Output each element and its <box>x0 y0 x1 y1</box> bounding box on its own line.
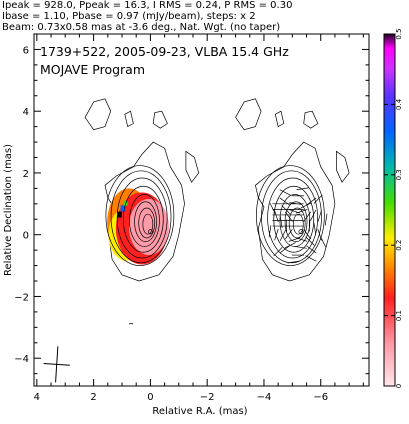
x-tick-label: 0 <box>147 392 153 403</box>
x-tick-label: 4 <box>34 392 40 403</box>
x-tick-label: −4 <box>257 392 272 403</box>
intensity-contour <box>129 194 160 247</box>
evpa-stick <box>313 222 317 235</box>
jet-component-contour <box>235 98 262 131</box>
x-axis-ticks: 4 2 0 −2 −4 −6 <box>34 34 364 403</box>
colorbar-tick-label: 0.2 <box>395 240 403 251</box>
evpa-stick <box>296 187 309 191</box>
intensity-contour <box>138 207 156 239</box>
intensity-contour <box>116 177 168 259</box>
y-tick-label: 2 <box>23 169 29 180</box>
outer-contour <box>255 141 336 282</box>
core-peak-contour <box>298 229 304 234</box>
colorbar-tick-label: 0.5 <box>395 28 403 39</box>
colorbar: 0 0.1 0.2 0.3 0.4 0.5 <box>383 28 403 388</box>
evpa-stick <box>305 236 315 246</box>
jet-component-contour <box>185 150 200 183</box>
evpa-stick <box>288 237 301 242</box>
core-peak-contour <box>148 229 153 234</box>
header-peak-rms-line: Ipeak = 928.0, Ppeak = 16.3, I RMS = 0.2… <box>2 0 293 11</box>
restoring-beam <box>43 346 70 383</box>
header-base-steps-line: Ibase = 1.10, Pbase = 0.97 (mJy/beam), s… <box>2 11 256 22</box>
jet-component-contour <box>303 110 319 129</box>
header-beam-line: Beam: 0.73x0.58 mas at -3.6 deg., Nat. W… <box>2 22 281 33</box>
total-intensity-panel <box>43 98 200 383</box>
jet-component-contour <box>124 110 134 128</box>
evpa-stick <box>303 211 312 222</box>
evpa-stick <box>317 228 322 241</box>
colorbar-tick-label: 0.3 <box>395 169 403 180</box>
intensity-contour <box>292 213 304 235</box>
evpa-stick <box>279 189 291 196</box>
intensity-contour <box>110 170 172 264</box>
y-tick-label: −4 <box>14 354 29 365</box>
evpa-stick <box>273 247 283 257</box>
evpa-stick <box>274 210 279 223</box>
polarization-color-blue <box>120 205 126 212</box>
x-tick-label: 2 <box>90 392 96 403</box>
evpa-stick <box>317 210 322 223</box>
x-tick-label: −6 <box>313 392 328 403</box>
y-axis-label: Relative Declination (mas) <box>3 144 14 276</box>
polarization-panel <box>235 98 350 282</box>
y-tick-label: 0 <box>23 231 29 242</box>
map-layer <box>43 98 350 383</box>
evpa-stick <box>279 230 286 242</box>
intensity-contour <box>273 185 315 253</box>
intensity-contour <box>284 201 308 243</box>
evpa-stick <box>274 228 279 241</box>
x-tick-label: −2 <box>200 392 215 403</box>
colorbar-tick-label: 0 <box>395 384 403 388</box>
beam-minor-axis <box>43 363 70 366</box>
evpa-stick <box>306 197 317 206</box>
stray-contour <box>128 322 134 325</box>
evpa-stick <box>285 229 293 240</box>
jet-component-contour <box>274 110 285 128</box>
evpa-stick <box>310 209 317 221</box>
colorbar-ticks: 0 0.1 0.2 0.3 0.4 0.5 <box>384 28 403 388</box>
evpa-stick <box>306 245 317 254</box>
polarization-color-dark <box>117 211 122 218</box>
y-tick-label: 4 <box>23 107 29 118</box>
evpa-stick <box>305 255 317 262</box>
intensity-contour <box>267 177 318 259</box>
evpa-stick <box>279 245 290 254</box>
evpa-stick <box>295 209 308 214</box>
y-tick-label: −2 <box>14 292 29 303</box>
evpa-stick <box>313 194 323 204</box>
intensity-contour <box>256 165 325 266</box>
intensity-contour <box>105 165 175 266</box>
evpa-stick <box>303 229 312 240</box>
colorbar-tick-label: 0.4 <box>395 98 403 110</box>
evpa-stick <box>324 213 328 226</box>
map-subtitle: MOJAVE Program <box>40 62 145 77</box>
outer-contour <box>104 141 185 282</box>
colorbar-tick-label: 0.1 <box>395 310 403 321</box>
intensity-contour <box>122 185 164 253</box>
plot-frame <box>33 33 370 387</box>
y-tick-label: 6 <box>23 45 29 56</box>
intensity-contour <box>134 201 157 243</box>
evpa-stick <box>320 236 327 248</box>
evpa-stick <box>268 225 272 238</box>
evpa-stick <box>294 246 307 249</box>
evpa-stick <box>287 260 300 264</box>
evpa-stick <box>269 203 276 215</box>
jet-component-contour <box>336 150 350 183</box>
evpa-stick <box>285 211 293 222</box>
y-axis-ticks: −4 −2 0 2 4 6 <box>14 45 369 375</box>
colorbar-gradient <box>383 33 396 387</box>
intensity-contour <box>142 213 154 235</box>
jet-component-contour <box>152 110 168 129</box>
intensity-contour <box>261 170 322 264</box>
evpa-stick <box>284 242 296 249</box>
x-axis-label: Relative R.A. (mas) <box>152 406 247 417</box>
jet-component-contour <box>84 98 112 131</box>
map-title: 1739+522, 2005-09-23, VLBA 15.4 GHz <box>40 44 289 59</box>
evpa-stick <box>300 202 312 209</box>
